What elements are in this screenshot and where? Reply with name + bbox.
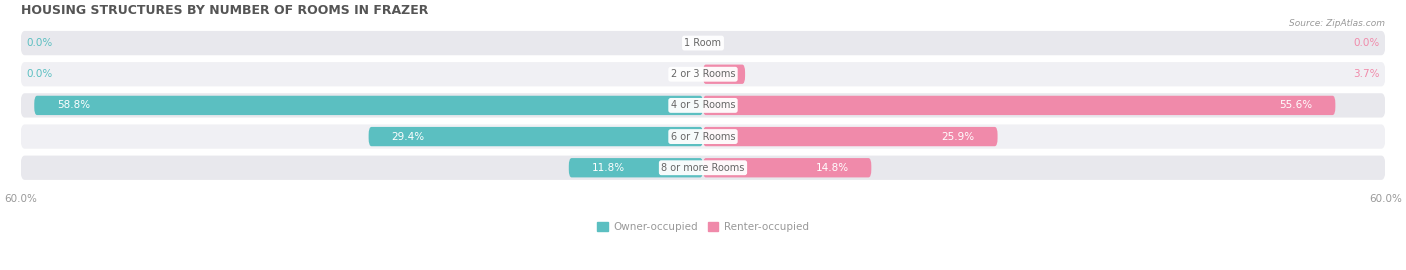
Text: 14.8%: 14.8% <box>815 163 849 173</box>
FancyBboxPatch shape <box>703 96 1336 115</box>
FancyBboxPatch shape <box>21 93 1385 117</box>
Legend: Owner-occupied, Renter-occupied: Owner-occupied, Renter-occupied <box>593 218 813 236</box>
Text: 29.4%: 29.4% <box>391 131 425 141</box>
FancyBboxPatch shape <box>21 62 1385 86</box>
Text: 3.7%: 3.7% <box>1353 69 1379 79</box>
Text: HOUSING STRUCTURES BY NUMBER OF ROOMS IN FRAZER: HOUSING STRUCTURES BY NUMBER OF ROOMS IN… <box>21 4 427 17</box>
FancyBboxPatch shape <box>34 96 703 115</box>
Text: 0.0%: 0.0% <box>27 69 52 79</box>
Text: 55.6%: 55.6% <box>1279 100 1313 110</box>
Text: 4 or 5 Rooms: 4 or 5 Rooms <box>671 100 735 110</box>
Text: 0.0%: 0.0% <box>1354 38 1379 48</box>
Text: 2 or 3 Rooms: 2 or 3 Rooms <box>671 69 735 79</box>
FancyBboxPatch shape <box>368 127 703 146</box>
Text: 11.8%: 11.8% <box>592 163 624 173</box>
FancyBboxPatch shape <box>569 158 703 177</box>
Text: 6 or 7 Rooms: 6 or 7 Rooms <box>671 131 735 141</box>
FancyBboxPatch shape <box>21 156 1385 180</box>
Text: 58.8%: 58.8% <box>58 100 90 110</box>
Text: 0.0%: 0.0% <box>27 38 52 48</box>
FancyBboxPatch shape <box>703 65 745 84</box>
FancyBboxPatch shape <box>21 124 1385 149</box>
Text: 1 Room: 1 Room <box>685 38 721 48</box>
FancyBboxPatch shape <box>21 31 1385 55</box>
Text: 8 or more Rooms: 8 or more Rooms <box>661 163 745 173</box>
FancyBboxPatch shape <box>703 158 872 177</box>
Text: Source: ZipAtlas.com: Source: ZipAtlas.com <box>1289 19 1385 28</box>
Text: 25.9%: 25.9% <box>942 131 974 141</box>
FancyBboxPatch shape <box>703 127 998 146</box>
